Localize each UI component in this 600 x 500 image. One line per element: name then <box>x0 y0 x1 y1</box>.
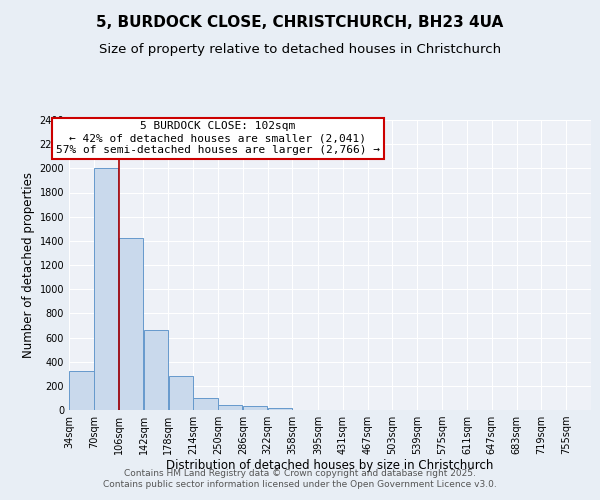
Text: Contains public sector information licensed under the Open Government Licence v3: Contains public sector information licen… <box>103 480 497 489</box>
Y-axis label: Number of detached properties: Number of detached properties <box>22 172 35 358</box>
Bar <box>169 376 193 410</box>
Text: Contains HM Land Registry data © Crown copyright and database right 2025.: Contains HM Land Registry data © Crown c… <box>124 468 476 477</box>
Text: 5, BURDOCK CLOSE, CHRISTCHURCH, BH23 4UA: 5, BURDOCK CLOSE, CHRISTCHURCH, BH23 4UA <box>97 15 503 30</box>
X-axis label: Distribution of detached houses by size in Christchurch: Distribution of detached houses by size … <box>166 458 494 471</box>
Bar <box>218 405 242 410</box>
Bar <box>94 168 118 410</box>
Bar <box>193 398 218 410</box>
Bar <box>119 238 143 410</box>
Bar <box>243 406 268 410</box>
Text: 5 BURDOCK CLOSE: 102sqm
← 42% of detached houses are smaller (2,041)
57% of semi: 5 BURDOCK CLOSE: 102sqm ← 42% of detache… <box>56 122 380 154</box>
Bar <box>144 330 168 410</box>
Bar <box>268 408 292 410</box>
Text: Size of property relative to detached houses in Christchurch: Size of property relative to detached ho… <box>99 42 501 56</box>
Bar <box>69 370 94 410</box>
